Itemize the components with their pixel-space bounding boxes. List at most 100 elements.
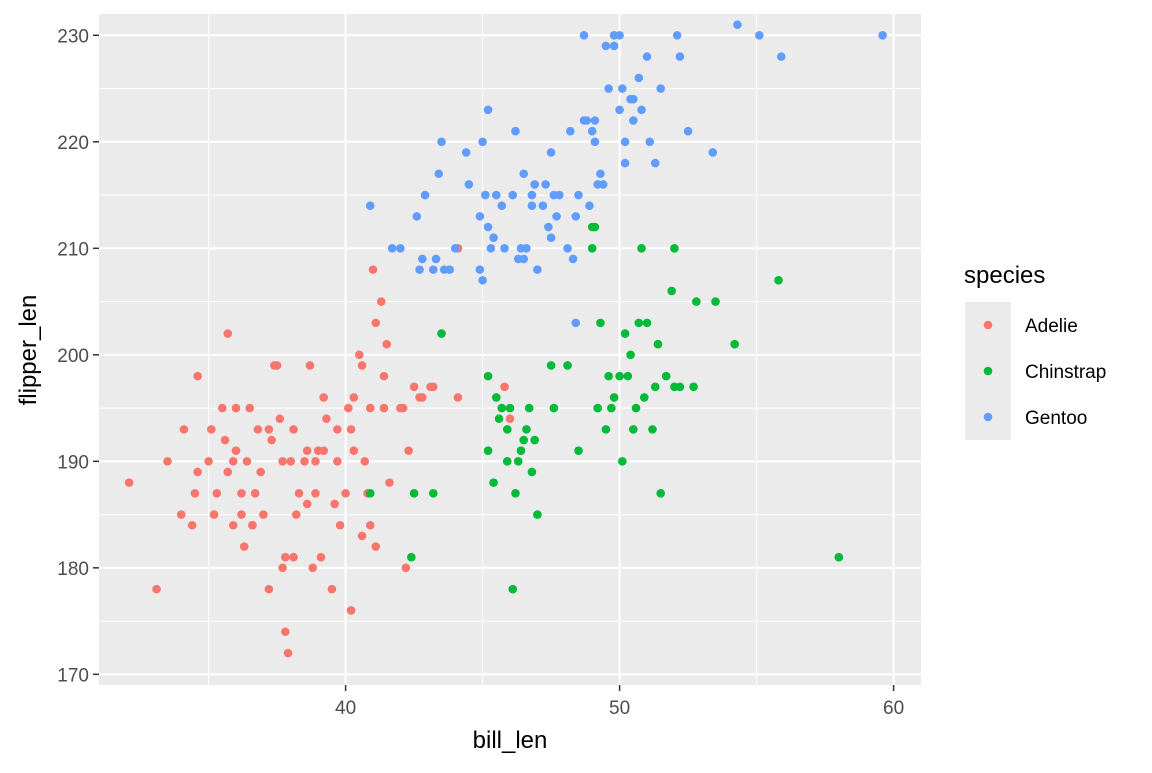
point-adelie xyxy=(311,457,320,466)
point-chinstrap xyxy=(650,382,660,392)
point-adelie xyxy=(204,457,213,466)
point-gentoo xyxy=(546,233,556,242)
point-chinstrap xyxy=(511,488,520,498)
point-gentoo xyxy=(683,126,693,136)
point-gentoo xyxy=(563,244,572,253)
point-gentoo xyxy=(478,137,487,147)
point-gentoo xyxy=(642,52,652,61)
point-chinstrap xyxy=(549,403,559,413)
point-chinstrap xyxy=(634,318,644,328)
point-gentoo xyxy=(483,105,493,115)
point-gentoo xyxy=(776,52,786,61)
point-adelie xyxy=(365,520,375,530)
point-chinstrap xyxy=(670,244,679,253)
point-adelie xyxy=(379,403,389,413)
point-chinstrap xyxy=(502,457,512,466)
point-adelie xyxy=(250,488,260,498)
point-gentoo xyxy=(464,180,474,189)
y-axis: 170 180 190 200 210 220 230 xyxy=(57,26,99,686)
point-gentoo xyxy=(629,94,638,104)
point-adelie xyxy=(272,361,282,370)
point-adelie xyxy=(242,457,252,466)
point-adelie xyxy=(311,488,320,498)
point-gentoo xyxy=(519,254,528,264)
point-adelie xyxy=(346,606,356,615)
point-adelie xyxy=(239,542,249,551)
point-gentoo xyxy=(478,275,487,285)
point-adelie xyxy=(322,414,331,424)
x-axis-title: bill_len xyxy=(473,727,548,754)
point-chinstrap xyxy=(648,425,657,434)
point-gentoo xyxy=(475,212,485,221)
point-gentoo xyxy=(878,31,887,40)
point-adelie xyxy=(289,425,298,434)
point-adelie xyxy=(281,552,290,562)
point-adelie xyxy=(333,457,342,466)
point-chinstrap xyxy=(711,297,720,306)
point-gentoo xyxy=(620,158,630,168)
point-adelie xyxy=(302,499,312,509)
point-chinstrap xyxy=(489,478,498,487)
point-adelie xyxy=(193,467,202,477)
point-gentoo xyxy=(500,244,509,253)
point-chinstrap xyxy=(587,244,597,253)
point-adelie xyxy=(223,329,233,338)
point-adelie xyxy=(275,414,285,424)
point-gentoo xyxy=(656,84,665,93)
point-adelie xyxy=(365,403,375,413)
point-chinstrap xyxy=(365,488,375,498)
point-adelie xyxy=(283,648,293,658)
point-gentoo xyxy=(522,244,531,253)
point-chinstrap xyxy=(661,371,671,381)
x-axis: 40 50 60 xyxy=(335,685,904,719)
y-tick-label: 210 xyxy=(57,239,89,260)
y-axis-title: flipper_len xyxy=(15,295,42,406)
point-adelie xyxy=(190,488,200,498)
legend-items: Adelie Chinstrap Gentoo xyxy=(983,316,1106,429)
point-chinstrap xyxy=(530,435,539,445)
point-gentoo xyxy=(615,105,624,115)
point-gentoo xyxy=(587,126,597,136)
point-gentoo xyxy=(396,244,405,253)
point-adelie xyxy=(207,425,216,434)
legend-title: species xyxy=(964,262,1045,289)
point-chinstrap xyxy=(670,382,679,392)
y-tick-label: 180 xyxy=(57,559,89,580)
point-adelie xyxy=(385,478,394,487)
point-gentoo xyxy=(508,190,518,200)
legend-label-gentoo: Gentoo xyxy=(1025,408,1087,429)
point-gentoo xyxy=(565,126,575,136)
point-chinstrap xyxy=(656,488,665,498)
point-chinstrap xyxy=(497,403,507,413)
point-gentoo xyxy=(650,158,660,168)
point-gentoo xyxy=(481,190,490,200)
point-adelie xyxy=(253,425,263,434)
point-gentoo xyxy=(590,137,600,147)
point-adelie xyxy=(371,542,381,551)
x-tick-label: 40 xyxy=(335,698,356,719)
point-gentoo xyxy=(530,180,539,189)
point-gentoo xyxy=(541,180,550,189)
point-gentoo xyxy=(615,31,624,40)
point-adelie xyxy=(346,425,356,434)
point-gentoo xyxy=(645,137,655,147)
point-adelie xyxy=(344,403,353,413)
y-tick-label: 170 xyxy=(57,665,89,686)
y-tick-label: 190 xyxy=(57,452,89,473)
point-adelie xyxy=(259,510,268,519)
point-gentoo xyxy=(365,201,375,211)
point-adelie xyxy=(300,457,309,466)
point-chinstrap xyxy=(593,403,602,413)
point-adelie xyxy=(212,488,222,498)
point-adelie xyxy=(220,435,230,445)
point-gentoo xyxy=(590,116,600,125)
point-gentoo xyxy=(428,265,438,274)
point-adelie xyxy=(264,584,274,594)
point-chinstrap xyxy=(524,403,534,413)
point-gentoo xyxy=(497,201,507,211)
point-gentoo xyxy=(431,254,441,264)
point-gentoo xyxy=(489,233,498,242)
point-chinstrap xyxy=(667,286,676,296)
point-chinstrap xyxy=(774,275,783,285)
point-adelie xyxy=(302,446,312,455)
